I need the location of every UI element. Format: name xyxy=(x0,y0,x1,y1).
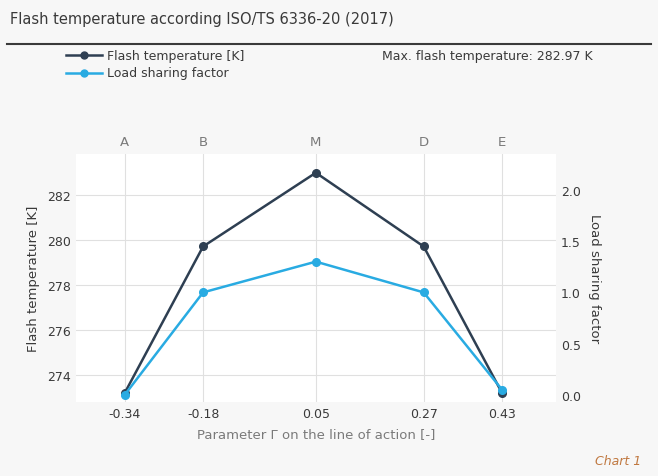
Text: B: B xyxy=(199,136,208,149)
Text: M: M xyxy=(310,136,322,149)
Text: A: A xyxy=(120,136,129,149)
Text: Load sharing factor: Load sharing factor xyxy=(107,67,228,80)
Text: Chart 1: Chart 1 xyxy=(595,455,642,467)
Text: Flash temperature [K]: Flash temperature [K] xyxy=(107,50,244,63)
Y-axis label: Flash temperature [K]: Flash temperature [K] xyxy=(27,206,40,351)
Text: Flash temperature according ISO/TS 6336-20 (2017): Flash temperature according ISO/TS 6336-… xyxy=(10,12,393,27)
Y-axis label: Load sharing factor: Load sharing factor xyxy=(588,214,601,343)
Text: D: D xyxy=(418,136,429,149)
X-axis label: Parameter Γ on the line of action [-]: Parameter Γ on the line of action [-] xyxy=(197,427,435,440)
Text: E: E xyxy=(498,136,506,149)
Text: Max. flash temperature: 282.97 K: Max. flash temperature: 282.97 K xyxy=(382,50,592,63)
